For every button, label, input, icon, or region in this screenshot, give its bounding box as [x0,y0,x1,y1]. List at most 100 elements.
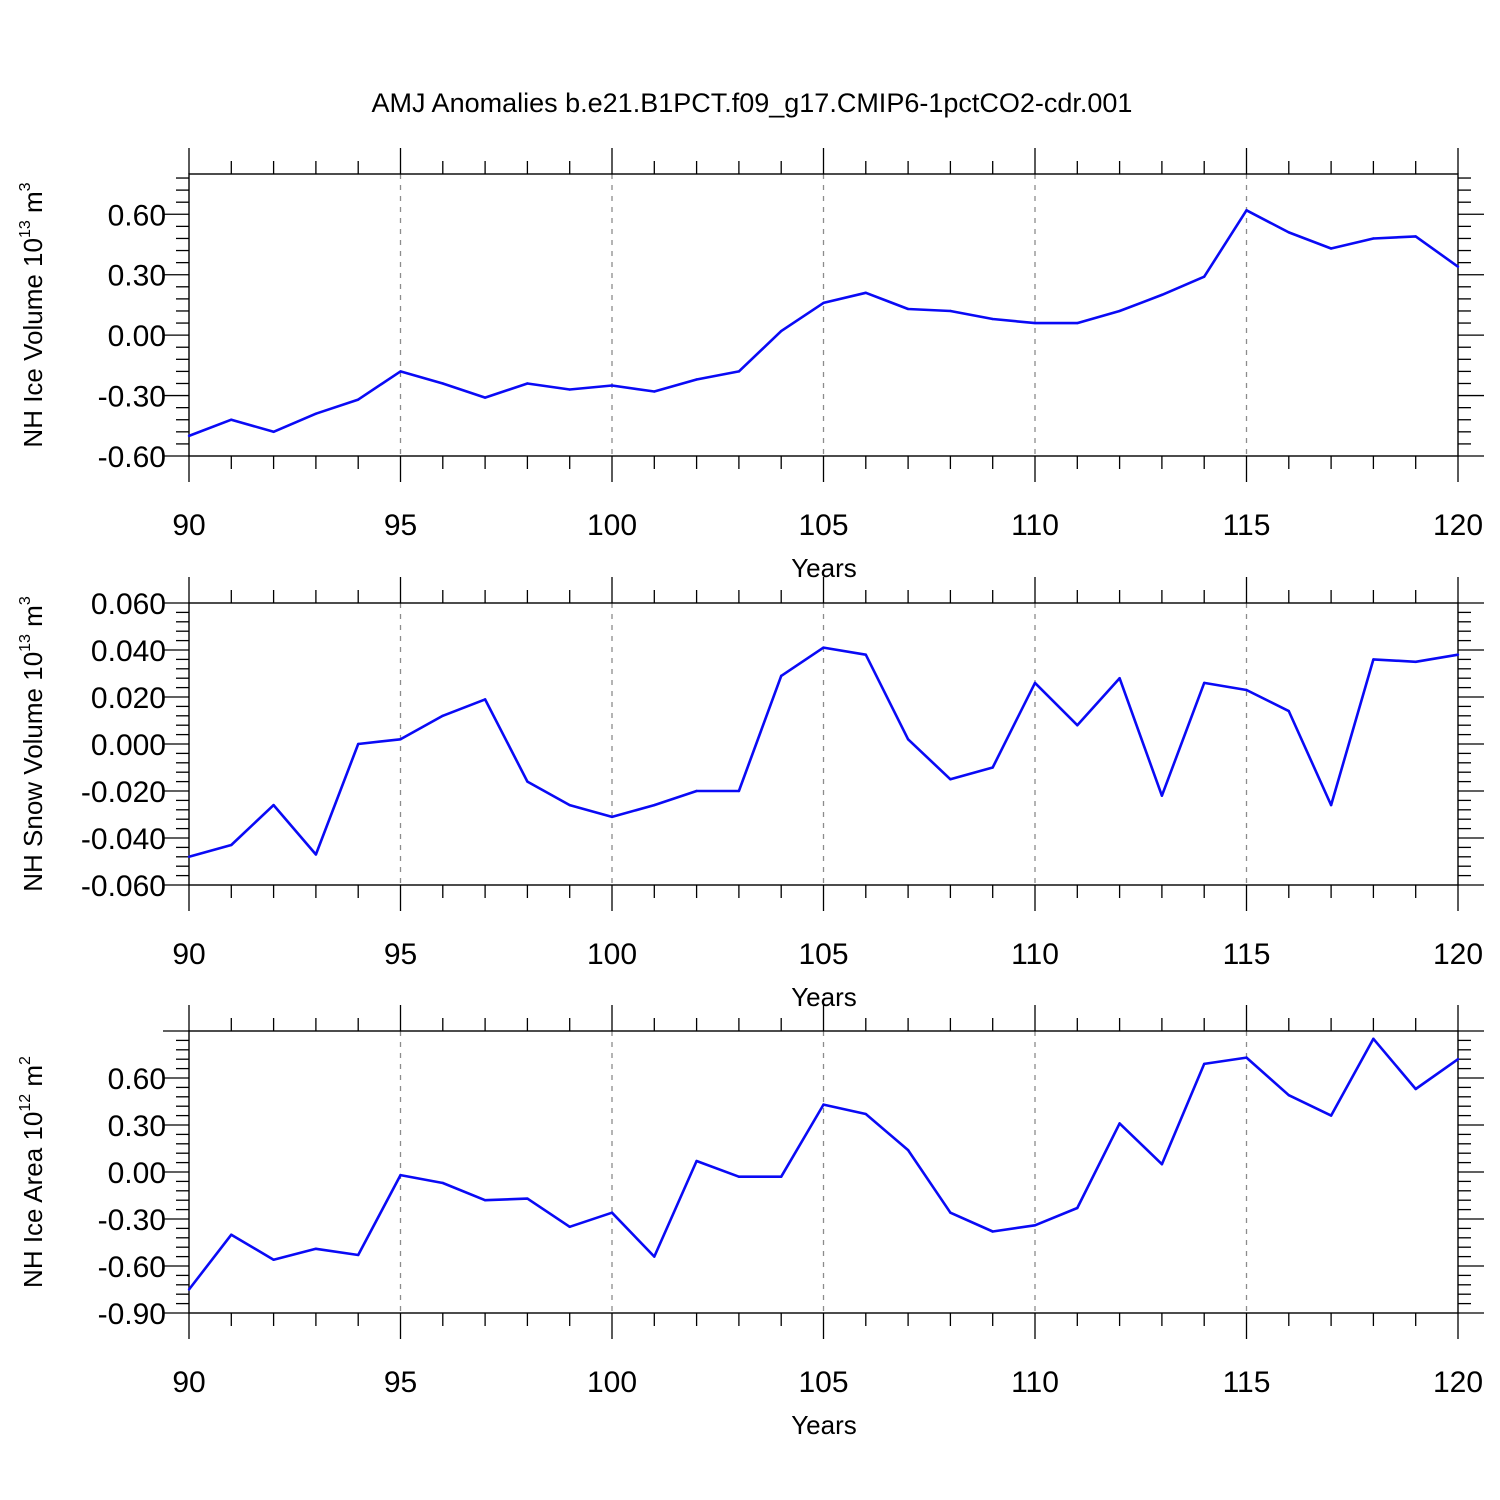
x-tick-label: 115 [1223,509,1271,542]
data-point [568,1225,571,1229]
data-point [610,384,614,387]
x-tick-label: 90 [172,509,205,542]
data-point [187,434,191,438]
data-point [1245,1056,1248,1059]
data-point [399,738,402,741]
data-point [526,1197,529,1200]
data-point [906,738,910,741]
x-tick-label: 120 [1433,938,1483,971]
data-point [864,291,867,295]
data-point [1203,275,1206,278]
data-point [949,309,952,313]
y-tick-label: -0.060 [81,870,166,903]
data-point [399,370,402,373]
x-tick-label: 105 [798,509,848,542]
data-point [737,1175,741,1178]
data-point [483,698,487,701]
x-tick-label: 105 [798,1366,848,1399]
x-tick-label: 100 [587,938,637,971]
data-point [1329,1114,1333,1117]
data-point [991,1230,994,1233]
data-point [780,329,783,333]
data-point [568,388,571,391]
data-point [1245,688,1248,692]
data-point [357,1253,360,1257]
x-tick-label: 100 [587,1366,637,1399]
data-point [991,317,994,321]
data-point [695,378,698,381]
data-point [1076,724,1079,727]
data-point [314,853,318,856]
data-point [483,1199,487,1202]
figure-title: AMJ Anomalies b.e21.B1PCT.f09_g17.CMIP6-… [372,88,1133,118]
y-tick-label: -0.60 [98,1251,166,1284]
data-point [949,778,952,781]
data-point [864,653,867,656]
data-point [1203,1062,1206,1066]
data-point [1033,681,1037,685]
x-tick-label: 110 [1011,1366,1059,1399]
x-tick-label: 95 [384,509,417,542]
data-point [1456,1058,1460,1061]
data-point [357,742,360,746]
y-tick-label: -0.020 [81,776,166,809]
data-point [230,418,233,421]
data-point [780,1175,783,1178]
data-point [1372,658,1375,661]
y-tick-label: 0.00 [108,320,166,353]
chart-panel-1: -0.60 -0.30 0.00 0.30 0.60 90 95 100 105 110 115 12… [17,148,1484,583]
data-point [864,1112,867,1116]
plot-frame [188,173,1459,457]
chart-panel-2: -0.060 -0.040 -0.020 0.000 0.020 0.040 0.060 90… [17,577,1484,1012]
y-tick-label: -0.040 [81,823,166,856]
plot-frame [188,1030,1459,1314]
y-tick-label: -0.90 [98,1298,166,1331]
data-point [272,1258,275,1261]
data-point [314,1247,318,1250]
data-point [1203,681,1206,685]
y-tick-label: 0.60 [108,1063,166,1096]
data-point [780,674,783,678]
x-tick-label: 115 [1223,1366,1271,1399]
data-point [399,1173,402,1177]
data-point [822,1103,825,1106]
data-point [1414,1087,1417,1091]
y-tick-label: -0.30 [98,381,166,414]
y-tick-label: 0.60 [108,199,166,232]
y-tick-label: 0.060 [91,588,166,621]
data-point [357,398,360,401]
data-point [1287,709,1291,713]
data-point [1372,1037,1375,1041]
data-point [187,1288,191,1291]
data-point [906,1148,910,1152]
y-axis-label: NH Ice Volume 1013 m3 [17,182,48,447]
y-axis-label: NH Snow Volume 1013 m3 [17,596,48,892]
data-point [653,1255,656,1258]
chart-panel-3: -0.90 -0.60 -0.30 0.00 0.30 0.60 90 95 100 105 110… [17,1005,1484,1440]
data-point [230,843,233,847]
x-tick-label: 115 [1223,938,1271,971]
y-tick-label: 0.000 [91,729,166,762]
x-tick-label: 120 [1433,509,1483,542]
data-point [1456,653,1460,656]
data-point [272,430,275,434]
data-point [653,803,656,807]
data-point [187,855,191,858]
y-tick-label: 0.00 [108,1157,166,1190]
data-point [441,714,444,717]
data-point [1329,247,1333,250]
data-point [991,766,994,769]
data-point [906,307,910,311]
y-tick-label: 0.020 [91,682,166,715]
data-point [1160,1162,1164,1166]
data-point [695,1159,698,1163]
data-point [230,1233,233,1236]
data-point [568,803,571,807]
data-point [1287,231,1291,234]
data-point [949,1211,952,1214]
chart-panels: -0.60 -0.30 0.00 0.30 0.60 90 95 100 105 110 115 12… [17,148,1484,1440]
x-tick-label: 105 [798,938,848,971]
x-tick-label: 110 [1011,509,1059,542]
data-point [610,1211,614,1214]
data-point [1160,293,1164,297]
